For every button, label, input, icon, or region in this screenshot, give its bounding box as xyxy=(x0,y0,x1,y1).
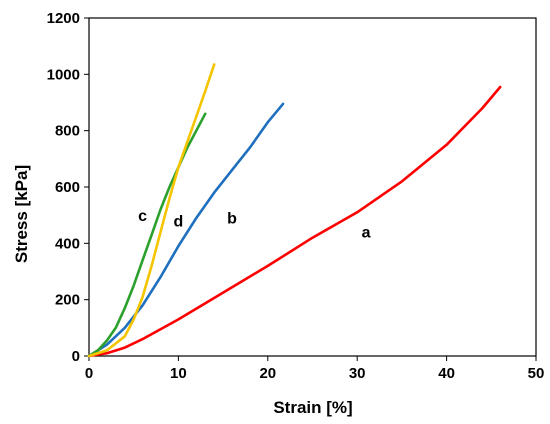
axes: 0 10 20 30 40 50 0 200 400 600 800 1000 1200 xyxy=(47,10,545,382)
series-label-c: c xyxy=(138,208,147,225)
labels-layer: a b c d xyxy=(138,208,371,242)
y-tick-label: 800 xyxy=(55,123,80,140)
y-tick-label: 0 xyxy=(72,348,80,365)
x-tick-label: 0 xyxy=(85,365,93,382)
plot-frame xyxy=(88,17,537,357)
series-line-b xyxy=(87,102,285,358)
series-line-d xyxy=(87,63,216,358)
x-tick-label: 30 xyxy=(349,365,366,382)
y-tick-label: 1200 xyxy=(47,10,80,27)
series-layer xyxy=(87,63,502,358)
x-tick-label: 40 xyxy=(438,365,455,382)
series-label-a: a xyxy=(362,225,371,242)
y-axis-title: Stress [kPa] xyxy=(12,165,31,263)
y-tick-label: 1000 xyxy=(47,66,80,83)
y-tick-label: 600 xyxy=(55,179,80,196)
x-tick-label: 50 xyxy=(528,365,545,382)
series-line-c xyxy=(87,112,207,358)
x-tick-label: 10 xyxy=(170,365,187,382)
y-tick-label: 200 xyxy=(55,292,80,309)
series-label-b: b xyxy=(227,211,237,228)
x-axis-title: Strain [%] xyxy=(273,398,352,417)
y-tick-label: 400 xyxy=(55,235,80,252)
series-line-a xyxy=(87,85,502,358)
series-label-d: d xyxy=(174,213,184,230)
x-tick-label: 20 xyxy=(259,365,276,382)
